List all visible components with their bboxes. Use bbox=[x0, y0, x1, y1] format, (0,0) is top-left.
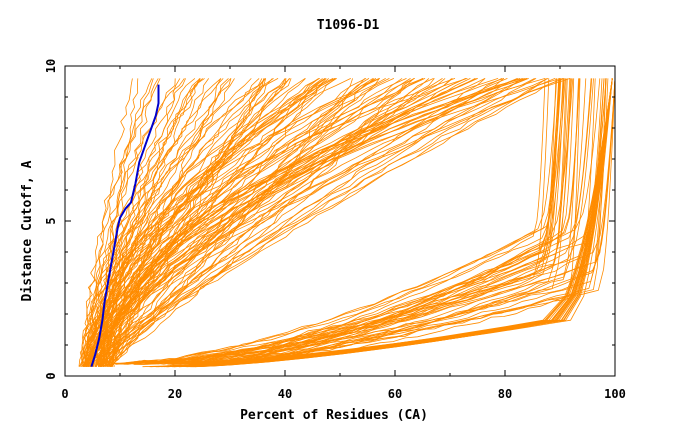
model-curve bbox=[129, 78, 565, 365]
model-curve bbox=[83, 78, 471, 367]
model-curve bbox=[90, 78, 537, 368]
model-curve bbox=[103, 78, 415, 368]
model-curve bbox=[81, 78, 161, 367]
x-tick-label: 80 bbox=[498, 387, 512, 401]
model-curve bbox=[94, 78, 273, 367]
model-curve bbox=[180, 78, 560, 364]
model-curve bbox=[109, 78, 366, 367]
model-curve bbox=[111, 78, 616, 365]
model-curve bbox=[185, 78, 593, 366]
chart-title: T1096-D1 bbox=[317, 18, 380, 33]
model-curve bbox=[100, 78, 535, 367]
model-curve bbox=[94, 78, 564, 367]
model-curve bbox=[83, 78, 229, 367]
x-tick-label: 40 bbox=[278, 387, 292, 401]
x-axis-label: Percent of Residues (CA) bbox=[240, 408, 428, 423]
model-curve bbox=[102, 78, 415, 367]
model-curves bbox=[78, 78, 616, 368]
model-curve bbox=[81, 78, 203, 367]
model-curve bbox=[90, 78, 468, 367]
model-curve bbox=[97, 78, 266, 367]
model-curve bbox=[95, 78, 386, 367]
model-curve bbox=[96, 78, 260, 367]
model-curve bbox=[99, 78, 528, 367]
model-curve bbox=[84, 78, 561, 367]
model-curve bbox=[146, 78, 567, 364]
model-curve bbox=[97, 78, 265, 367]
y-tick-label: 5 bbox=[44, 217, 58, 224]
y-tick-label: 10 bbox=[44, 59, 58, 73]
model-curve bbox=[109, 78, 605, 365]
y-tick-label: 0 bbox=[44, 372, 58, 379]
highlight-curve-group bbox=[90, 84, 160, 368]
model-curve bbox=[193, 78, 587, 366]
model-curve bbox=[167, 78, 607, 364]
y-axis-ticks: 0 5 10 bbox=[44, 59, 615, 380]
model-curve bbox=[110, 78, 367, 367]
x-axis-ticks: 0 20 40 60 80 100 bbox=[61, 66, 626, 401]
model-curve bbox=[106, 78, 327, 367]
model-curve bbox=[209, 78, 616, 365]
model-curve bbox=[112, 78, 287, 367]
model-curve bbox=[83, 78, 266, 367]
model-curve bbox=[95, 78, 139, 367]
model-curve bbox=[86, 78, 374, 367]
model-curve bbox=[80, 78, 235, 367]
x-tick-label: 0 bbox=[61, 387, 68, 401]
model-curve bbox=[200, 78, 580, 366]
model-curve bbox=[111, 78, 430, 367]
model-curve bbox=[90, 78, 548, 367]
x-tick-label: 20 bbox=[168, 387, 182, 401]
model-curve bbox=[84, 78, 181, 367]
model-curve bbox=[109, 78, 411, 367]
model-curve bbox=[118, 78, 616, 364]
x-tick-label: 60 bbox=[388, 387, 402, 401]
model-curve bbox=[86, 78, 434, 367]
model-curve bbox=[111, 78, 443, 367]
model-curve bbox=[89, 78, 133, 367]
model-curve bbox=[97, 78, 375, 368]
model-curve bbox=[144, 78, 572, 365]
model-curve bbox=[110, 78, 503, 367]
model-curve bbox=[85, 78, 504, 367]
model-curve bbox=[134, 78, 550, 365]
model-curve bbox=[115, 78, 561, 365]
model-curve bbox=[95, 78, 380, 367]
model-curve bbox=[97, 78, 337, 367]
model-curve bbox=[100, 78, 159, 367]
x-tick-label: 100 bbox=[604, 387, 626, 401]
model-curve bbox=[179, 78, 613, 368]
y-axis-label: Distance Cutoff, A bbox=[20, 160, 35, 301]
model-curve bbox=[156, 78, 613, 368]
model-curve bbox=[85, 78, 334, 367]
model-curve bbox=[167, 78, 613, 368]
highlight-curve bbox=[90, 84, 160, 368]
model-curve bbox=[100, 78, 232, 367]
model-curve bbox=[132, 78, 562, 365]
